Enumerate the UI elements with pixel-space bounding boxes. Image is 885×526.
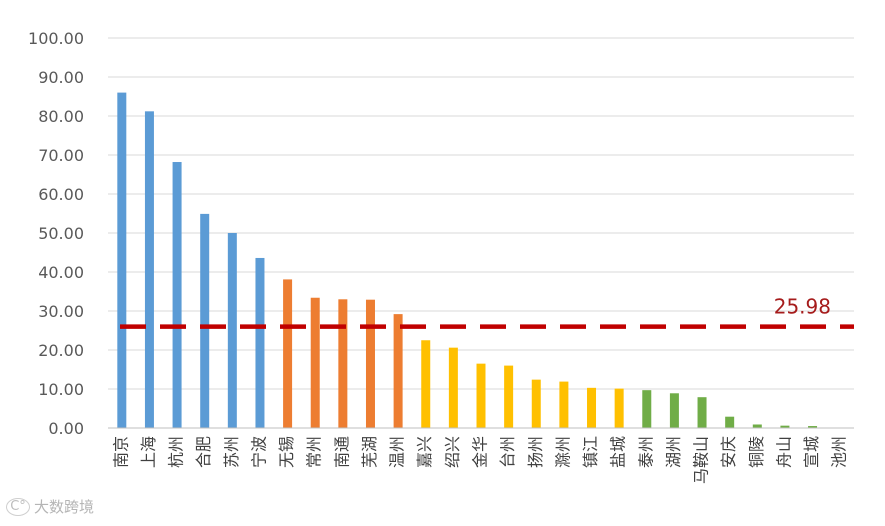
bar: [448, 347, 458, 428]
watermark-text: 大数跨境: [34, 498, 95, 516]
category-label: 常州: [305, 436, 324, 468]
category-label: 池州: [830, 436, 849, 468]
bar: [614, 388, 624, 428]
category-label: 绍兴: [443, 436, 462, 468]
category-label: 滁州: [553, 436, 572, 468]
bar: [144, 111, 154, 428]
category-label: 铜陵: [747, 436, 766, 468]
bar: [117, 92, 127, 428]
bar: [393, 314, 403, 428]
bar: [725, 416, 735, 428]
y-tick-label: 0.00: [48, 419, 84, 438]
bar: [504, 365, 514, 428]
bar: [669, 393, 679, 428]
watermark: C° 大数跨境: [6, 496, 94, 517]
bar: [365, 299, 375, 428]
bar: [642, 390, 652, 428]
category-label: 盐城: [609, 436, 628, 468]
category-label: 嘉兴: [415, 436, 434, 468]
y-axis-ticks: 0.00 10.00 20.00 30.00 40.00 50.00 60.00 70.00 8…: [28, 29, 84, 438]
y-tick-label: 90.00: [38, 68, 84, 87]
y-tick-label: 10.00: [38, 380, 84, 399]
average-line-label: 25.98: [774, 295, 831, 319]
category-label: 苏州: [222, 436, 241, 468]
category-label: 扬州: [526, 436, 545, 468]
bar: [421, 340, 431, 428]
average-line-group: 25.98: [120, 295, 854, 329]
bar: [200, 213, 210, 428]
y-tick-label: 80.00: [38, 107, 84, 126]
category-labels: 南京 上海 杭州 合肥 苏州 宁波 无锡 常州 南通 芜湖 温州 嘉兴 绍兴 金华 台州 扬州 滁州 镇江 盐城 泰州…: [111, 436, 848, 484]
category-label: 上海: [139, 436, 158, 468]
category-label: 温州: [388, 436, 407, 468]
bar: [752, 424, 762, 428]
y-tick-label: 70.00: [38, 146, 84, 165]
category-label: 台州: [498, 436, 517, 468]
y-tick-label: 100.00: [28, 29, 84, 48]
category-label: 马鞍山: [692, 436, 711, 484]
category-label: 合肥: [194, 436, 213, 468]
bar: [227, 233, 237, 428]
bar: [283, 279, 293, 428]
category-label: 南京: [111, 436, 130, 468]
category-label: 芜湖: [360, 436, 379, 468]
y-tick-label: 40.00: [38, 263, 84, 282]
bar: [255, 257, 265, 428]
brand-logo-icon: C°: [6, 497, 30, 516]
category-label: 南通: [332, 436, 351, 468]
category-label: 宁波: [249, 436, 268, 468]
bar: [559, 381, 569, 428]
bar: [697, 397, 707, 428]
bar: [172, 162, 182, 428]
category-label: 宣城: [802, 436, 821, 468]
y-tick-label: 20.00: [38, 341, 84, 360]
y-tick-label: 60.00: [38, 185, 84, 204]
category-label: 安庆: [719, 436, 738, 468]
category-label: 镇江: [581, 436, 600, 468]
category-label: 金华: [471, 436, 490, 468]
category-label: 杭州: [167, 436, 186, 468]
y-tick-label: 50.00: [38, 224, 84, 243]
y-tick-label: 30.00: [38, 302, 84, 321]
bar: [780, 425, 790, 428]
bar: [310, 297, 320, 428]
bar: [531, 379, 541, 428]
bar: [476, 363, 486, 428]
bars: [117, 92, 845, 428]
category-label: 无锡: [277, 436, 296, 468]
category-label: 湖州: [664, 436, 683, 468]
category-label: 泰州: [636, 436, 655, 468]
bar: [808, 426, 818, 428]
bar: [338, 299, 348, 428]
category-label: 舟山: [774, 436, 793, 468]
bar: [587, 387, 597, 428]
